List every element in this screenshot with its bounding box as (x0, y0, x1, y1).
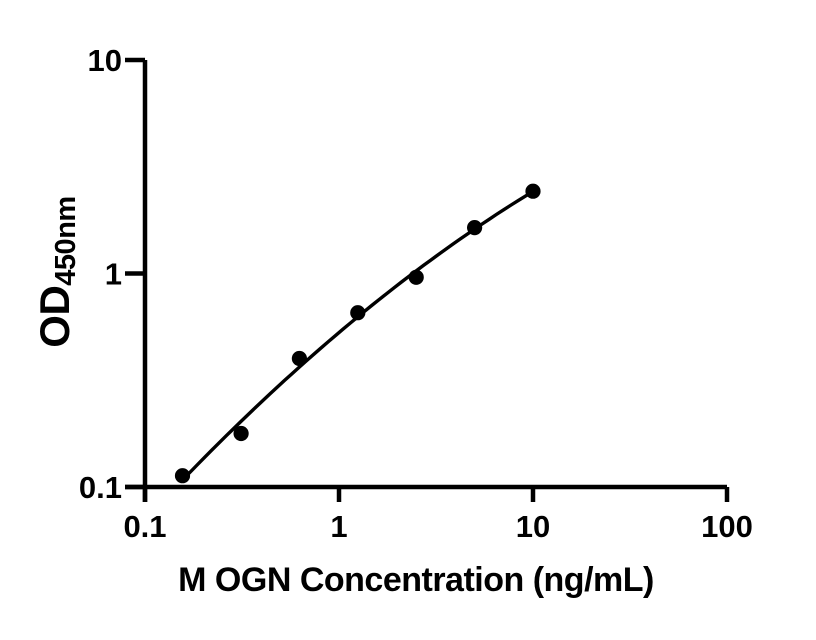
data-point-marker (233, 425, 249, 442)
data-point-marker (467, 220, 483, 236)
y-tick-label: 0.1 (79, 470, 122, 505)
y-tick-label: 10 (88, 43, 122, 78)
x-tick-label: 100 (701, 509, 753, 544)
data-point-marker (525, 183, 541, 199)
y-axis-title-main: OD (31, 285, 78, 348)
x-tick-label: 10 (516, 509, 550, 544)
data-point-marker (350, 305, 366, 321)
x-tick-label: 0.1 (123, 509, 166, 544)
data-point-marker (408, 269, 424, 285)
y-axis-title-subscript: 450nm (50, 196, 82, 286)
data-point-marker (174, 468, 191, 484)
data-point-marker (291, 350, 307, 367)
x-axis-title: M OGN Concentration (ng/mL) (178, 561, 654, 599)
x-tick-label: 1 (330, 509, 347, 544)
y-axis-title: OD450nm (31, 196, 82, 348)
y-tick-label: 1 (105, 257, 122, 292)
